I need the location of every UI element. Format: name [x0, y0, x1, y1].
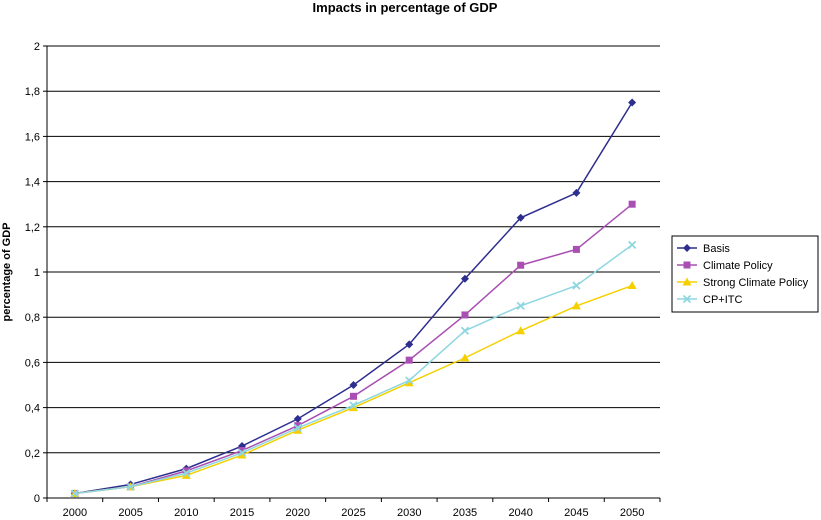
data-point: [405, 376, 414, 385]
data-point: [349, 401, 358, 410]
data-point: [460, 274, 469, 283]
data-point: [460, 353, 470, 362]
legend-label: Strong Climate Policy: [703, 277, 809, 289]
y-tick-label: 1,2: [25, 222, 40, 234]
data-point: [516, 326, 526, 335]
data-point: [405, 356, 413, 364]
marker-stroke: [627, 240, 637, 250]
marker-stroke: [349, 401, 358, 410]
data-point: [404, 378, 414, 387]
y-tick-label: 0,4: [25, 403, 40, 415]
data-point: [350, 392, 357, 400]
data-point: [516, 301, 525, 311]
data-point: [627, 281, 637, 290]
y-tick-label: 0,8: [25, 312, 40, 324]
y-tick-label: 1: [34, 267, 40, 279]
marker-stroke: [460, 326, 470, 335]
legend-item: Climate Policy: [677, 260, 773, 272]
data-point: [349, 381, 358, 389]
y-tick-label: 1,8: [25, 86, 40, 98]
data-point: [293, 423, 302, 433]
x-tick-label: 2005: [118, 507, 142, 519]
legend-item: Strong Climate Policy: [677, 277, 809, 289]
y-tick-labels: 0 0,2 0,4 0,6 0,8 1 1,2 1,4 1,6 1,8 2: [25, 41, 40, 505]
y-tick-label: 2: [34, 41, 40, 53]
x-tick-label: 2025: [341, 507, 365, 519]
marker-stroke: [70, 489, 80, 498]
axes: [43, 45, 661, 502]
marker-stroke: [293, 423, 302, 433]
data-point: [572, 188, 581, 197]
data-point: [405, 340, 414, 349]
y-tick-label: 0,6: [25, 357, 40, 369]
x-tick-label: 2015: [230, 507, 254, 519]
data-point: [572, 245, 580, 253]
marker-stroke: [572, 281, 581, 290]
marker-stroke: [237, 448, 247, 457]
y-tick-label: 1,6: [25, 131, 40, 143]
data-point: [628, 98, 637, 107]
legend-marker: [683, 244, 691, 252]
legend-marker: [682, 277, 692, 286]
legend-label: Basis: [703, 243, 730, 255]
data-point: [293, 425, 303, 434]
y-axis-label: percentage of GDP: [1, 222, 13, 321]
chart-title: Impacts in percentage of GDP: [313, 0, 498, 15]
data-point: [182, 467, 190, 475]
data-point: [517, 261, 525, 269]
data-point: [237, 448, 247, 457]
data-point: [627, 240, 637, 250]
marker-stroke: [182, 469, 191, 478]
data-point: [237, 450, 247, 459]
data-point: [126, 482, 135, 491]
series-line: [74, 203, 633, 495]
data-point: [460, 326, 470, 335]
x-tick-label: 2050: [620, 507, 644, 519]
marker-stroke: [682, 294, 692, 304]
data-point: [571, 301, 581, 310]
gridlines: [47, 45, 660, 454]
x-tick-label: 2010: [174, 507, 198, 519]
series-line: [74, 244, 633, 495]
marker-stroke: [516, 301, 525, 311]
data-point: [70, 489, 80, 498]
y-tick-label: 0: [34, 493, 40, 505]
legend-marker: [683, 261, 691, 269]
legend-item: CP+ITC: [677, 294, 742, 306]
marker-stroke: [126, 482, 135, 491]
series-3: [70, 240, 637, 498]
marker-stroke: [405, 376, 414, 385]
series-line: [74, 102, 633, 495]
x-tick-label: 2045: [564, 507, 588, 519]
legend-label: CP+ITC: [703, 294, 742, 306]
x-tick-labels: 2000 2005 2010 2015 2020 2025 2030 2035 2040 2045…: [63, 507, 645, 519]
data-point: [516, 213, 525, 222]
data-point: [294, 422, 302, 430]
legend-label: Climate Policy: [703, 260, 773, 272]
legend: Basis Climate Policy Strong Climate Policy…: [671, 235, 819, 313]
data-point: [293, 414, 302, 423]
x-tick-label: 2030: [397, 507, 421, 519]
y-tick-label: 1,4: [25, 177, 40, 189]
data-point: [572, 281, 581, 290]
data-point: [238, 447, 246, 455]
data-point: [349, 403, 358, 412]
series-0: [70, 98, 637, 498]
series-2: [70, 281, 637, 497]
x-tick-label: 2000: [63, 507, 87, 519]
data-point: [181, 470, 191, 479]
series-group: [70, 98, 637, 498]
x-tick-label: 2035: [453, 507, 477, 519]
y-tick-label: 0,2: [25, 448, 40, 460]
data-point: [628, 200, 636, 208]
legend-marker: [682, 294, 692, 304]
x-tick-label: 2040: [508, 507, 532, 519]
x-tick-label: 2020: [286, 507, 310, 519]
data-point: [182, 469, 191, 478]
legend-item: Basis: [677, 243, 730, 255]
data-point: [461, 311, 469, 319]
